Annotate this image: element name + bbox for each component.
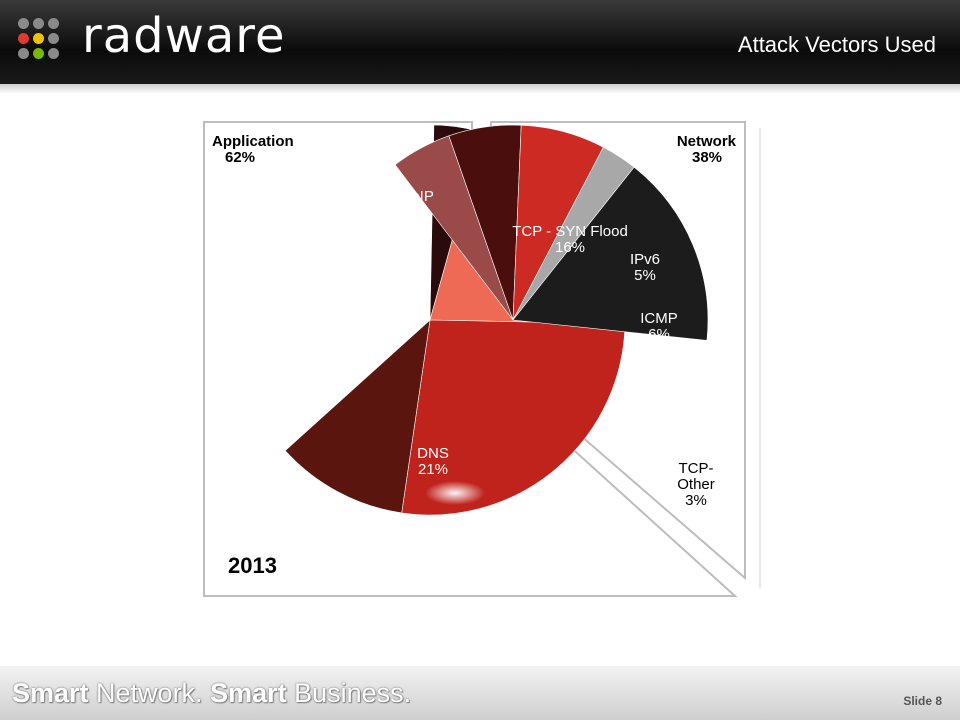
header-divider: [0, 84, 960, 94]
year-label: 2013: [228, 553, 277, 578]
application-label-2: Web 27%: [290, 336, 321, 369]
pie-highlight: [276, 384, 294, 432]
network-total: 38%: [692, 149, 722, 166]
network-label-1: ICMP 6%: [640, 310, 678, 343]
application-slice-web: [401, 319, 626, 516]
network-label-2: UDP 7%: [655, 354, 687, 387]
application-label-0: VoIP 4%: [402, 188, 434, 221]
application-slice-smtp: [284, 319, 431, 514]
network-title: Network: [677, 133, 737, 150]
application-total: 62%: [225, 149, 255, 166]
network-label-3: TCP-Other 3%: [677, 460, 715, 509]
application-title: Application: [212, 133, 294, 150]
slide-footer: Smart Network. Smart Business. Slide 8: [0, 666, 960, 720]
network-slice-tcp-syn-flood: [512, 166, 709, 341]
slide-header: radware Attack Vectors Used: [0, 0, 960, 84]
network-label-0: IPv6 5%: [630, 251, 660, 284]
footer-tagline: Smart Network. Smart Business.: [12, 678, 412, 708]
logo-dots-icon: [18, 18, 78, 62]
application-label-3: SMTP 11%: [335, 213, 377, 246]
logo-wordmark: radware: [82, 8, 286, 64]
network-label-4: TCP - SYN Flood 16%: [512, 223, 628, 256]
radware-logo: radware: [18, 8, 285, 64]
slide-title: Attack Vectors Used: [737, 32, 936, 57]
slide-number: Slide 8: [903, 694, 942, 708]
pie-highlight: [425, 481, 485, 505]
application-label-1: DNS 21%: [417, 445, 449, 478]
